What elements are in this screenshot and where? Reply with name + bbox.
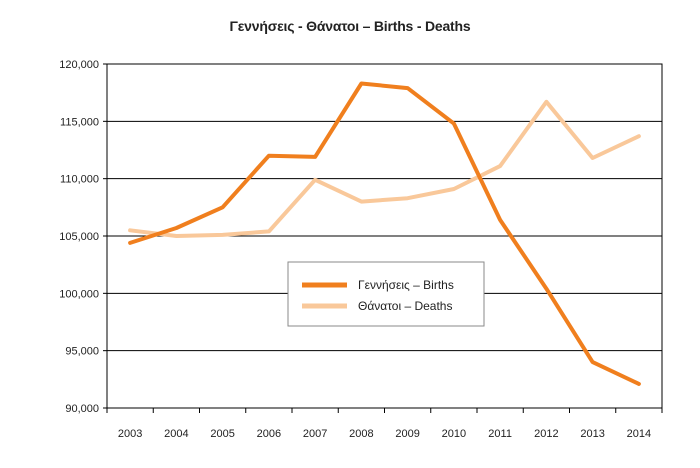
y-axis-ticks: 90,000 95,000 100,000 105,000 110,000 115,000… <box>59 59 107 415</box>
y-tick-label: 110,000 <box>60 174 99 186</box>
x-tick-label: 2011 <box>488 428 512 440</box>
legend-label-deaths: Θάνατοι – Deaths <box>358 299 452 313</box>
series-lines <box>128 81 641 386</box>
x-tick-label: 2003 <box>118 428 142 440</box>
x-tick-label: 2006 <box>257 428 281 440</box>
y-tick-label: 100,000 <box>59 288 99 300</box>
y-tick-label: 105,000 <box>59 231 99 243</box>
x-tick-label: 2007 <box>303 428 327 440</box>
x-axis-ticks: 2003 2004 2005 2006 2007 2008 2009 2010 2011 2012… <box>106 408 663 440</box>
x-tick-label: 2013 <box>580 428 604 440</box>
x-tick-label: 2005 <box>210 428 234 440</box>
y-tick-label: 90,000 <box>65 403 99 415</box>
series-line-births <box>128 81 641 386</box>
series-line-deaths <box>128 99 641 238</box>
x-tick-label: 2010 <box>442 428 466 440</box>
x-tick-label: 2014 <box>627 428 651 440</box>
legend: Γεννήσεις – Births Θάνατοι – Deaths <box>287 261 485 327</box>
x-tick-label: 2012 <box>534 428 558 440</box>
x-tick-label: 2004 <box>164 428 188 440</box>
legend-box <box>287 261 485 327</box>
x-tick-label: 2008 <box>349 428 373 440</box>
y-tick-label: 115,000 <box>60 116 99 128</box>
legend-label-births: Γεννήσεις – Births <box>358 278 454 292</box>
y-tick-label: 120,000 <box>59 59 99 71</box>
y-tick-label: 95,000 <box>65 346 99 358</box>
x-tick-label: 2009 <box>395 428 419 440</box>
chart-title: Γεννήσεις - Θάνατοι – Births - Deaths <box>229 18 471 34</box>
